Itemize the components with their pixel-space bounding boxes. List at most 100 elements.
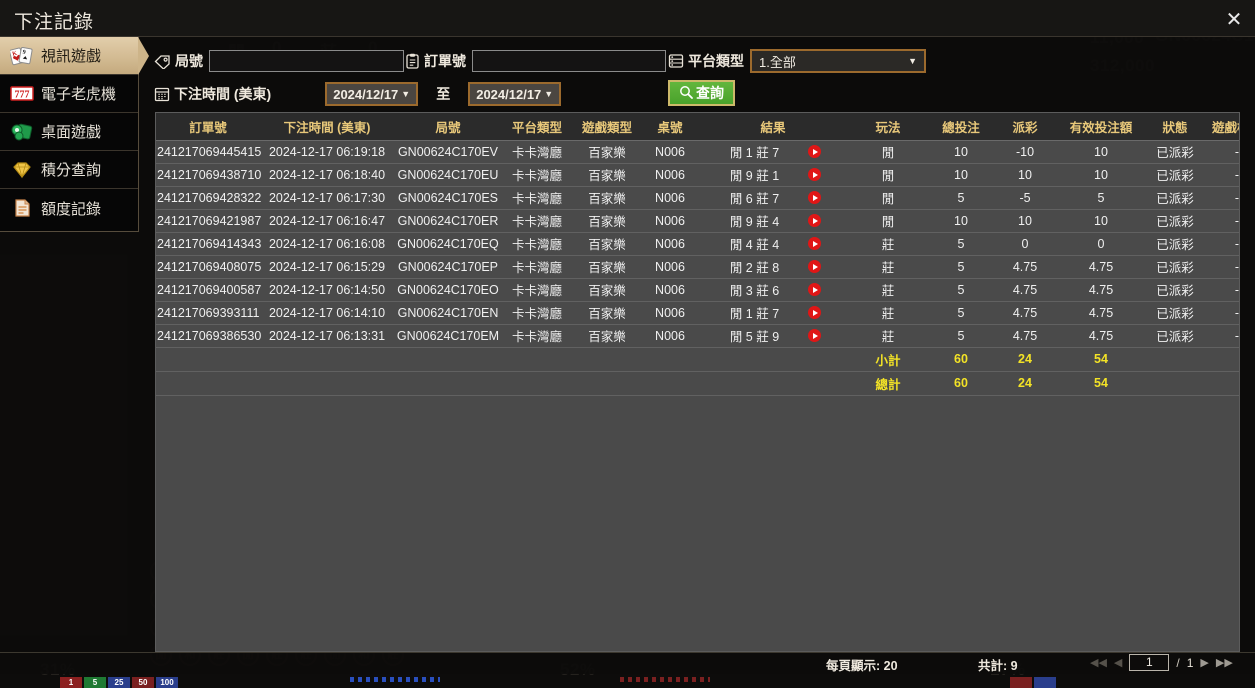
sidebar-item-points-query[interactable]: 積分查詢 [0, 151, 138, 189]
table-row[interactable]: 241217069421987 2024-12-17 06:16:47 GN0062… [156, 209, 1239, 233]
cell-play-type: 莊 [848, 278, 928, 302]
background-chip-bar: 1 5 25 50 100 [0, 676, 1255, 688]
cell-play-type: 閒 [848, 140, 928, 164]
cell-game-type: 百家樂 [572, 324, 642, 348]
table-column-header[interactable]: 局號 [394, 113, 502, 141]
cell-status: 已派彩 [1146, 163, 1204, 187]
cell-total-bet: 10 [928, 163, 994, 187]
platform-type-filter: 平台類型 1.全部 ▼ [668, 49, 926, 73]
table-column-header[interactable]: 下注時間 (美東) [260, 113, 394, 141]
cell-round-no: GN00624C170EU [394, 163, 502, 187]
table-column-header[interactable]: 遊戲類型 [572, 113, 642, 141]
play-replay-icon[interactable] [807, 191, 821, 204]
table-column-header[interactable]: 有效投注額 [1056, 113, 1146, 141]
sidebar-item-slots[interactable]: 777 電子老虎機 [0, 75, 138, 113]
cell-valid-bet: 4.75 [1056, 278, 1146, 302]
table-row[interactable]: 241217069445415 2024-12-17 06:19:18 GN0062… [156, 140, 1239, 164]
cell-round-no: GN00624C170EV [394, 140, 502, 164]
order-no-input[interactable] [472, 50, 666, 72]
background-dots [350, 677, 440, 682]
first-page-icon[interactable]: ◀◀ [1090, 657, 1107, 669]
result-text: 閒 3 莊 6 [729, 284, 780, 298]
table-column-header[interactable]: 桌號 [642, 113, 698, 141]
platform-type-select[interactable]: 1.全部 ▼ [750, 49, 926, 73]
cell-game-type: 百家樂 [572, 140, 642, 164]
summary-empty-cell [260, 347, 394, 372]
play-replay-icon[interactable] [807, 260, 821, 273]
cell-payout: 10 [994, 163, 1056, 187]
cell-result: 閒 9 莊 1 [698, 163, 848, 187]
table-column-header[interactable]: 總投注 [928, 113, 994, 141]
table-footer: 每頁顯示: 20 共計: 9 ◀◀ ◀ 1 / 1 ▶ ▶▶ [0, 652, 1255, 674]
sidebar: K 9 視訊遊戲 777 [0, 37, 149, 232]
table-row[interactable]: 241217069400587 2024-12-17 06:14:50 GN0062… [156, 278, 1239, 302]
total-count-label: 共計: 9 [978, 659, 1018, 673]
table-column-header[interactable]: 遊戲模式 [1204, 113, 1239, 141]
play-replay-icon[interactable] [807, 283, 821, 296]
table-row[interactable]: 241217069408075 2024-12-17 06:15:29 GN0062… [156, 255, 1239, 279]
cell-total-bet: 10 [928, 209, 994, 233]
round-no-input[interactable] [209, 50, 404, 72]
cell-order-no: 241217069421987 [156, 209, 261, 233]
cell-valid-bet: 10 [1056, 140, 1146, 164]
table-empty-space [156, 395, 1239, 651]
summary-empty-cell [698, 371, 848, 396]
cell-valid-bet: 0 [1056, 232, 1146, 256]
summary-payout: 24 [994, 347, 1056, 372]
close-icon[interactable]: ✕ [1225, 7, 1243, 31]
date-from-picker[interactable]: 2024/12/17 ▼ [325, 82, 419, 106]
betting-history-table[interactable]: 訂單號 下注時間 (美東) 局號 平台類型 遊戲類型 桌號 結果 玩法 總投注 派彩 有效投注額 狀態… [155, 112, 1240, 652]
result-text: 閒 4 莊 4 [729, 238, 780, 252]
play-replay-icon[interactable] [807, 306, 821, 319]
cell-table-no: N006 [642, 209, 698, 233]
table-row[interactable]: 241217069414343 2024-12-17 06:16:08 GN0062… [156, 232, 1239, 256]
cell-result: 閒 5 莊 9 [698, 324, 848, 348]
play-replay-icon[interactable] [807, 214, 821, 227]
cell-total-bet: 5 [928, 186, 994, 210]
last-page-icon[interactable]: ▶▶ [1215, 657, 1233, 669]
cell-payout: 4.75 [994, 255, 1056, 279]
page-number-input[interactable]: 1 [1129, 654, 1170, 671]
calendar-icon [154, 86, 170, 102]
cell-game-type: 百家樂 [572, 278, 642, 302]
summary-label: 總計 [848, 371, 928, 396]
table-column-header[interactable]: 狀態 [1146, 113, 1204, 141]
table-row[interactable]: 241217069386530 2024-12-17 06:13:31 GN0062… [156, 324, 1239, 348]
sidebar-item-credit-log[interactable]: 額度記錄 [0, 189, 138, 227]
result-text: 閒 9 莊 1 [729, 169, 780, 183]
summary-empty-cell [260, 371, 394, 396]
summary-empty-cell [156, 371, 260, 396]
slot-777-icon: 777 [9, 82, 35, 106]
summary-payout: 24 [994, 371, 1056, 396]
cell-order-no: 241217069428322 [156, 186, 261, 210]
title-bar: 下注記錄 ✕ [0, 0, 1255, 37]
bet-time-filter: 下注時間 (美東) 2024/12/17 ▼ 至 2024/12/17 ▼ [154, 82, 562, 106]
date-to-picker[interactable]: 2024/12/17 ▼ [468, 82, 562, 106]
table-games-icon [9, 120, 35, 144]
play-replay-icon[interactable] [807, 329, 821, 342]
table-column-header[interactable]: 訂單號 [156, 113, 260, 141]
search-button-label: 查詢 [696, 85, 724, 101]
search-button[interactable]: 查詢 [668, 80, 735, 106]
table-column-header[interactable]: 派彩 [994, 113, 1056, 141]
sidebar-item-video-games[interactable]: K 9 視訊遊戲 [0, 37, 149, 75]
svg-text:9: 9 [22, 49, 26, 55]
play-replay-icon[interactable] [807, 237, 821, 250]
table-row[interactable]: 241217069438710 2024-12-17 06:18:40 GN0062… [156, 163, 1239, 187]
sidebar-item-table-games[interactable]: 桌面遊戲 [0, 113, 138, 151]
background-chip [1010, 677, 1032, 688]
cell-bet-time: 2024-12-17 06:16:47 [260, 209, 394, 233]
prev-page-icon[interactable]: ◀ [1113, 657, 1123, 669]
table-column-header[interactable]: 平台類型 [502, 113, 572, 141]
play-replay-icon[interactable] [807, 168, 821, 181]
table-row[interactable]: 241217069428322 2024-12-17 06:17:30 GN0062… [156, 186, 1239, 210]
table-row[interactable]: 241217069393111 2024-12-17 06:14:10 GN0062… [156, 301, 1239, 325]
table-column-header[interactable]: 結果 [698, 113, 848, 141]
play-replay-icon[interactable] [807, 145, 821, 158]
cell-round-no: GN00624C170EP [394, 255, 502, 279]
cell-total-bet: 5 [928, 301, 994, 325]
cell-bet-time: 2024-12-17 06:14:50 [260, 278, 394, 302]
table-column-header[interactable]: 玩法 [848, 113, 928, 141]
next-page-icon[interactable]: ▶ [1200, 657, 1209, 669]
summary-empty-cell [502, 371, 572, 396]
